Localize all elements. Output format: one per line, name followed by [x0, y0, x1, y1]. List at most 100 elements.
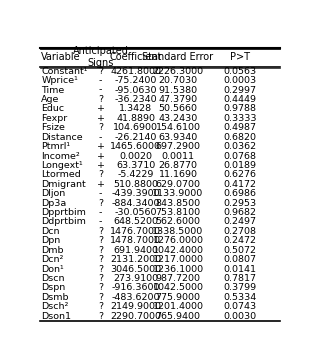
Text: -36.2340: -36.2340	[115, 95, 157, 104]
Text: 2149.9000: 2149.9000	[110, 302, 161, 311]
Text: 775.9000: 775.9000	[156, 293, 201, 302]
Text: ?: ?	[98, 312, 103, 321]
Text: 2131.2000: 2131.2000	[110, 255, 161, 264]
Text: 648.5200: 648.5200	[113, 218, 158, 226]
Text: 0.0141: 0.0141	[223, 265, 256, 274]
Text: 47.3790: 47.3790	[158, 95, 197, 104]
Text: 1217.0000: 1217.0000	[153, 255, 203, 264]
Text: -916.3600: -916.3600	[111, 283, 160, 292]
Text: 20.7030: 20.7030	[158, 76, 197, 85]
Text: 1236.1000: 1236.1000	[153, 265, 204, 274]
Text: 0.0189: 0.0189	[223, 161, 256, 170]
Text: 273.9100: 273.9100	[113, 274, 158, 283]
Text: 1476.7000: 1476.7000	[110, 227, 161, 236]
Text: -75.2400: -75.2400	[115, 76, 157, 85]
Text: 43.2430: 43.2430	[158, 114, 198, 123]
Text: Dmigrant: Dmigrant	[41, 180, 86, 189]
Text: 0.0807: 0.0807	[223, 255, 256, 264]
Text: Distance: Distance	[41, 133, 83, 142]
Text: -439.3900: -439.3900	[111, 189, 160, 198]
Text: 562.6000: 562.6000	[156, 218, 201, 226]
Text: 510.8800: 510.8800	[113, 180, 158, 189]
Text: -: -	[99, 86, 102, 94]
Text: 0.6276: 0.6276	[223, 171, 256, 179]
Text: +: +	[97, 152, 105, 160]
Text: ?: ?	[98, 265, 103, 274]
Text: -: -	[99, 208, 102, 217]
Text: 0.0011: 0.0011	[162, 152, 195, 160]
Text: Fsize: Fsize	[41, 123, 65, 132]
Text: 1042.5000: 1042.5000	[153, 283, 203, 292]
Text: ?: ?	[98, 236, 103, 245]
Text: 1465.6000: 1465.6000	[110, 142, 161, 151]
Text: -5.4229: -5.4229	[118, 171, 154, 179]
Text: 0.0563: 0.0563	[223, 67, 256, 76]
Text: Don¹: Don¹	[41, 265, 64, 274]
Text: 0.0768: 0.0768	[223, 152, 256, 160]
Text: 0.5334: 0.5334	[223, 293, 256, 302]
Text: 4261.8000: 4261.8000	[110, 67, 161, 76]
Text: -30.0560: -30.0560	[115, 208, 157, 217]
Text: Dpn: Dpn	[41, 236, 61, 245]
Text: Age: Age	[41, 95, 60, 104]
Text: ?: ?	[98, 274, 103, 283]
Text: 0.6820: 0.6820	[223, 133, 256, 142]
Text: Dsmb: Dsmb	[41, 293, 69, 302]
Text: 691.9400: 691.9400	[113, 246, 158, 255]
Text: Dp3a: Dp3a	[41, 199, 67, 207]
Text: 91.5380: 91.5380	[158, 86, 197, 94]
Text: 1338.5000: 1338.5000	[152, 227, 204, 236]
Text: Dmb: Dmb	[41, 246, 64, 255]
Text: 0.4172: 0.4172	[223, 180, 256, 189]
Text: 843.8500: 843.8500	[155, 199, 201, 207]
Text: 0.0743: 0.0743	[223, 302, 256, 311]
Text: Fexpr: Fexpr	[41, 114, 68, 123]
Text: -: -	[99, 218, 102, 226]
Text: 987.7200: 987.7200	[156, 274, 201, 283]
Text: +: +	[97, 105, 105, 113]
Text: Dscn: Dscn	[41, 274, 65, 283]
Text: Wprice¹: Wprice¹	[41, 76, 78, 85]
Text: 3046.5000: 3046.5000	[110, 265, 161, 274]
Text: ?: ?	[98, 227, 103, 236]
Text: ?: ?	[98, 95, 103, 104]
Text: 1042.4000: 1042.4000	[153, 246, 203, 255]
Text: Standard Error: Standard Error	[143, 52, 214, 62]
Text: 41.8890: 41.8890	[116, 114, 155, 123]
Text: ?: ?	[98, 302, 103, 311]
Text: Constant¹: Constant¹	[41, 67, 88, 76]
Text: Time: Time	[41, 86, 65, 94]
Text: Dcn: Dcn	[41, 227, 60, 236]
Text: 0.4449: 0.4449	[223, 95, 256, 104]
Text: 0.0030: 0.0030	[223, 312, 256, 321]
Text: 0.2497: 0.2497	[223, 218, 256, 226]
Text: 2290.7000: 2290.7000	[110, 312, 161, 321]
Text: 0.2708: 0.2708	[223, 227, 256, 236]
Text: -26.2140: -26.2140	[115, 133, 157, 142]
Text: 0.3333: 0.3333	[223, 114, 256, 123]
Text: 1201.4000: 1201.4000	[153, 302, 203, 311]
Text: 0.6986: 0.6986	[223, 189, 256, 198]
Text: Dcn²: Dcn²	[41, 255, 64, 264]
Text: 104.6900: 104.6900	[113, 123, 158, 132]
Text: Dpprtbim: Dpprtbim	[41, 208, 86, 217]
Text: Dson1: Dson1	[41, 312, 71, 321]
Text: +: +	[97, 180, 105, 189]
Text: ?: ?	[98, 199, 103, 207]
Text: +: +	[97, 142, 105, 151]
Text: Anticipated
Signs: Anticipated Signs	[73, 46, 129, 68]
Text: 1.3428: 1.3428	[119, 105, 152, 113]
Text: 63.9340: 63.9340	[158, 133, 198, 142]
Text: ?: ?	[98, 123, 103, 132]
Text: 0.9788: 0.9788	[223, 105, 256, 113]
Text: Income²: Income²	[41, 152, 80, 160]
Text: 0.2953: 0.2953	[223, 199, 256, 207]
Text: Dspn: Dspn	[41, 283, 66, 292]
Text: Ddprtbim: Ddprtbim	[41, 218, 86, 226]
Text: 154.6100: 154.6100	[156, 123, 201, 132]
Text: Educ: Educ	[41, 105, 65, 113]
Text: Ltormed: Ltormed	[41, 171, 81, 179]
Text: 753.8100: 753.8100	[155, 208, 201, 217]
Text: 1276.0000: 1276.0000	[153, 236, 203, 245]
Text: 0.0003: 0.0003	[223, 76, 256, 85]
